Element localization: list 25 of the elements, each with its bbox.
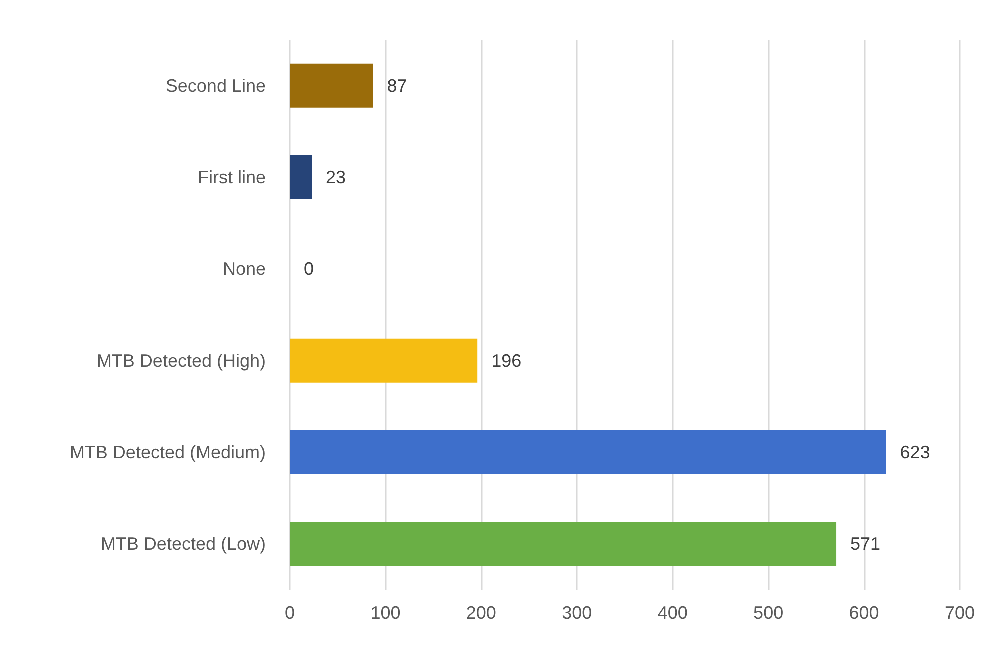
data-label: 23: [326, 168, 346, 188]
data-label: 196: [492, 350, 522, 371]
data-label: 623: [900, 442, 930, 462]
data-label: 0: [304, 259, 314, 280]
x-tick-label: 100: [370, 603, 401, 623]
data-label: 87: [387, 76, 408, 96]
y-tick-label: MTB Detected (Low): [100, 534, 266, 554]
y-tick-label: MTB Detected (Medium): [70, 442, 266, 462]
bar: [290, 64, 374, 108]
x-tick-label: 400: [658, 603, 688, 623]
bar: [290, 156, 312, 200]
y-tick-label: None: [222, 259, 266, 280]
x-tick-label: 200: [466, 603, 496, 623]
y-tick-label: First line: [198, 168, 266, 188]
x-tick-label: 300: [562, 603, 592, 623]
y-tick-label: MTB Detected (High): [96, 350, 266, 371]
x-tick-label: 500: [754, 603, 784, 623]
bar: [290, 430, 886, 474]
y-tick-label: Second Line: [166, 76, 266, 96]
x-tick-label: 600: [849, 603, 880, 623]
data-label: 571: [850, 534, 881, 554]
bar: [290, 338, 478, 383]
x-tick-label: 700: [944, 603, 976, 623]
bar: [290, 522, 837, 566]
x-tick-label: 0: [284, 603, 296, 623]
